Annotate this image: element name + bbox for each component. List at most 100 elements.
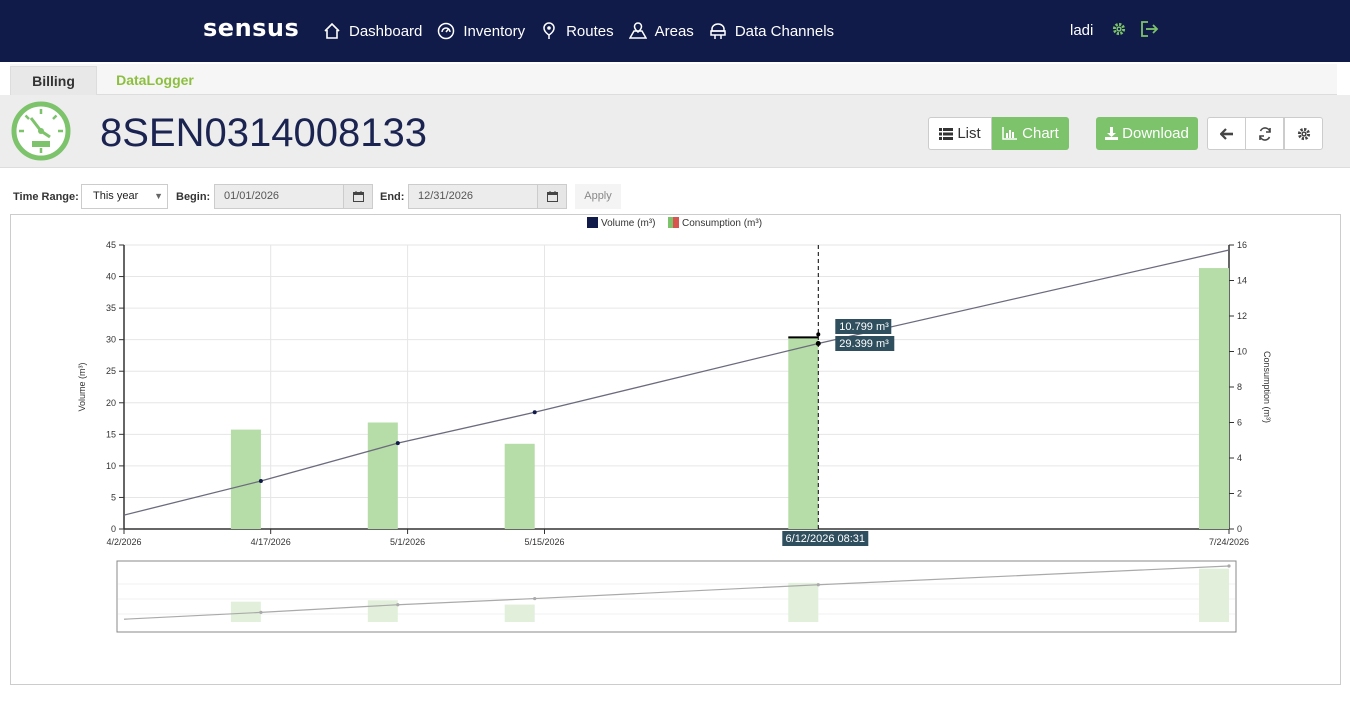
calendar-icon	[352, 191, 364, 202]
y-left-tick-label: 25	[106, 366, 116, 376]
volume-point	[395, 441, 400, 446]
y-left-tick-label: 45	[106, 240, 116, 250]
navigator-bar	[788, 582, 819, 622]
legend-consumption-swatch-a	[668, 217, 673, 228]
gear-icon	[1297, 127, 1310, 140]
y-left-tick-label: 5	[111, 492, 116, 502]
y-left-tick-label: 0	[111, 524, 116, 534]
navigator-line	[123, 565, 1230, 620]
logout-icon[interactable]	[1140, 20, 1160, 38]
consumption-bar	[788, 337, 819, 529]
end-calendar-button[interactable]	[537, 184, 567, 209]
list-button-label: List	[957, 125, 981, 142]
volume-series-line	[123, 249, 1230, 516]
tooltip-volume-text: 29.399 m³	[839, 338, 889, 350]
time-range-label: Time Range:	[13, 191, 79, 203]
list-view-button[interactable]: List	[928, 117, 992, 150]
consumption-bar	[504, 443, 535, 529]
consumption-bar	[367, 422, 398, 529]
legend-volume-label: Volume (m³)	[601, 218, 655, 229]
y-right-axis-label: Consumption (m³)	[1262, 351, 1272, 423]
bar-chart-icon	[1002, 127, 1018, 140]
list-icon	[939, 127, 954, 140]
nav-data-channels[interactable]: Data Channels	[709, 22, 834, 40]
top-navbar: sensus Dashboard Inventory Routes Areas …	[0, 0, 1350, 62]
y-right-tick-label: 14	[1237, 276, 1247, 286]
volume-point	[532, 410, 537, 415]
consumption-bar	[1199, 268, 1229, 529]
apply-button[interactable]: Apply	[575, 184, 621, 209]
main-nav: Dashboard Inventory Routes Areas Data Ch…	[323, 0, 849, 62]
device-header: 8SEN0314008133 List Chart Download	[0, 95, 1350, 168]
tooltip-volume-box	[835, 336, 895, 351]
nav-data-channels-label: Data Channels	[734, 22, 835, 40]
legend-volume-swatch	[587, 217, 598, 228]
gear-icon[interactable]	[1112, 22, 1126, 36]
x-tick-label: 4/2/2026	[106, 537, 141, 547]
end-label: End:	[380, 191, 405, 203]
meter-icon	[438, 22, 455, 40]
y-right-tick-label: 8	[1237, 382, 1242, 392]
sensus-logo[interactable]: sensus	[203, 14, 300, 42]
nav-routes-label: Routes	[566, 22, 614, 40]
x-tick-label: 4/17/2026	[251, 537, 291, 547]
end-date-input[interactable]: 12/31/2026	[408, 184, 538, 209]
y-right-tick-label: 12	[1237, 311, 1247, 321]
tooltip-consumption-text: 10.799 m³	[839, 321, 889, 333]
y-right-tick-label: 16	[1237, 240, 1247, 250]
date-filter-bar: Time Range: This year ▼ Begin: 01/01/202…	[0, 184, 1350, 210]
y-left-tick-label: 20	[106, 398, 116, 408]
chart-panel: Volume (m³) Consumption (m³) 0 5 10 15 20 25 30 3…	[10, 214, 1341, 685]
nav-inventory-label: Inventory	[463, 22, 526, 40]
tab-datalogger[interactable]: DataLogger	[116, 72, 194, 88]
nav-areas-label: Areas	[654, 22, 694, 40]
time-range-select[interactable]: This year ▼	[81, 184, 168, 209]
begin-date-input[interactable]: 01/01/2026	[214, 184, 344, 209]
y-left-tick-label: 35	[106, 303, 116, 313]
y-right-tick-label: 10	[1237, 347, 1247, 357]
navigator-bar	[367, 600, 398, 622]
navigator-bar	[504, 604, 535, 622]
navigator-frame	[116, 560, 1237, 633]
clock-icon	[11, 101, 71, 161]
nav-areas[interactable]: Areas	[628, 22, 694, 40]
x-tick-label: 5/15/2026	[524, 537, 564, 547]
navigator-point	[816, 583, 820, 587]
user-name[interactable]: ladi	[1070, 22, 1094, 39]
tooltip-date-text: 6/12/2026 08:31	[786, 533, 866, 545]
settings-button[interactable]	[1284, 117, 1323, 150]
download-button-label: Download	[1122, 125, 1189, 142]
y-left-tick-label: 10	[106, 461, 116, 471]
refresh-button[interactable]	[1245, 117, 1284, 150]
y-right-tick-label: 2	[1237, 489, 1242, 499]
nav-inventory[interactable]: Inventory	[437, 22, 525, 40]
back-button[interactable]	[1207, 117, 1246, 150]
time-range-value: This year	[93, 190, 139, 202]
tab-billing[interactable]: Billing	[10, 66, 97, 95]
y-right-tick-label: 6	[1237, 418, 1242, 428]
consumption-chart: Volume (m³) Consumption (m³)0510152025303…	[77, 217, 1272, 633]
device-id-title: 8SEN0314008133	[100, 111, 427, 155]
consumption-bar	[230, 429, 261, 529]
chevron-down-icon: ▼	[154, 191, 163, 201]
y-right-tick-label: 4	[1237, 453, 1242, 463]
data-channels-icon	[710, 23, 726, 39]
navigator-point	[396, 603, 400, 607]
tooltip-consumption-box	[835, 319, 892, 334]
download-button[interactable]: Download	[1096, 117, 1198, 150]
y-left-tick-label: 40	[106, 272, 116, 282]
hover-consumption-point	[816, 332, 821, 337]
calendar-icon	[546, 191, 558, 202]
begin-calendar-button[interactable]	[343, 184, 373, 209]
chart-button-label: Chart	[1022, 125, 1059, 142]
legend-consumption-label: Consumption (m³)	[682, 218, 762, 229]
x-tick-label: 5/1/2026	[390, 537, 425, 547]
home-icon	[324, 22, 340, 39]
nav-dashboard-label: Dashboard	[349, 22, 423, 40]
navigator-point	[259, 610, 263, 614]
chart-view-button[interactable]: Chart	[992, 117, 1069, 150]
map-icon	[628, 22, 647, 39]
route-pin-icon	[543, 22, 555, 39]
nav-dashboard[interactable]: Dashboard	[323, 22, 422, 40]
nav-routes[interactable]: Routes	[540, 22, 614, 40]
